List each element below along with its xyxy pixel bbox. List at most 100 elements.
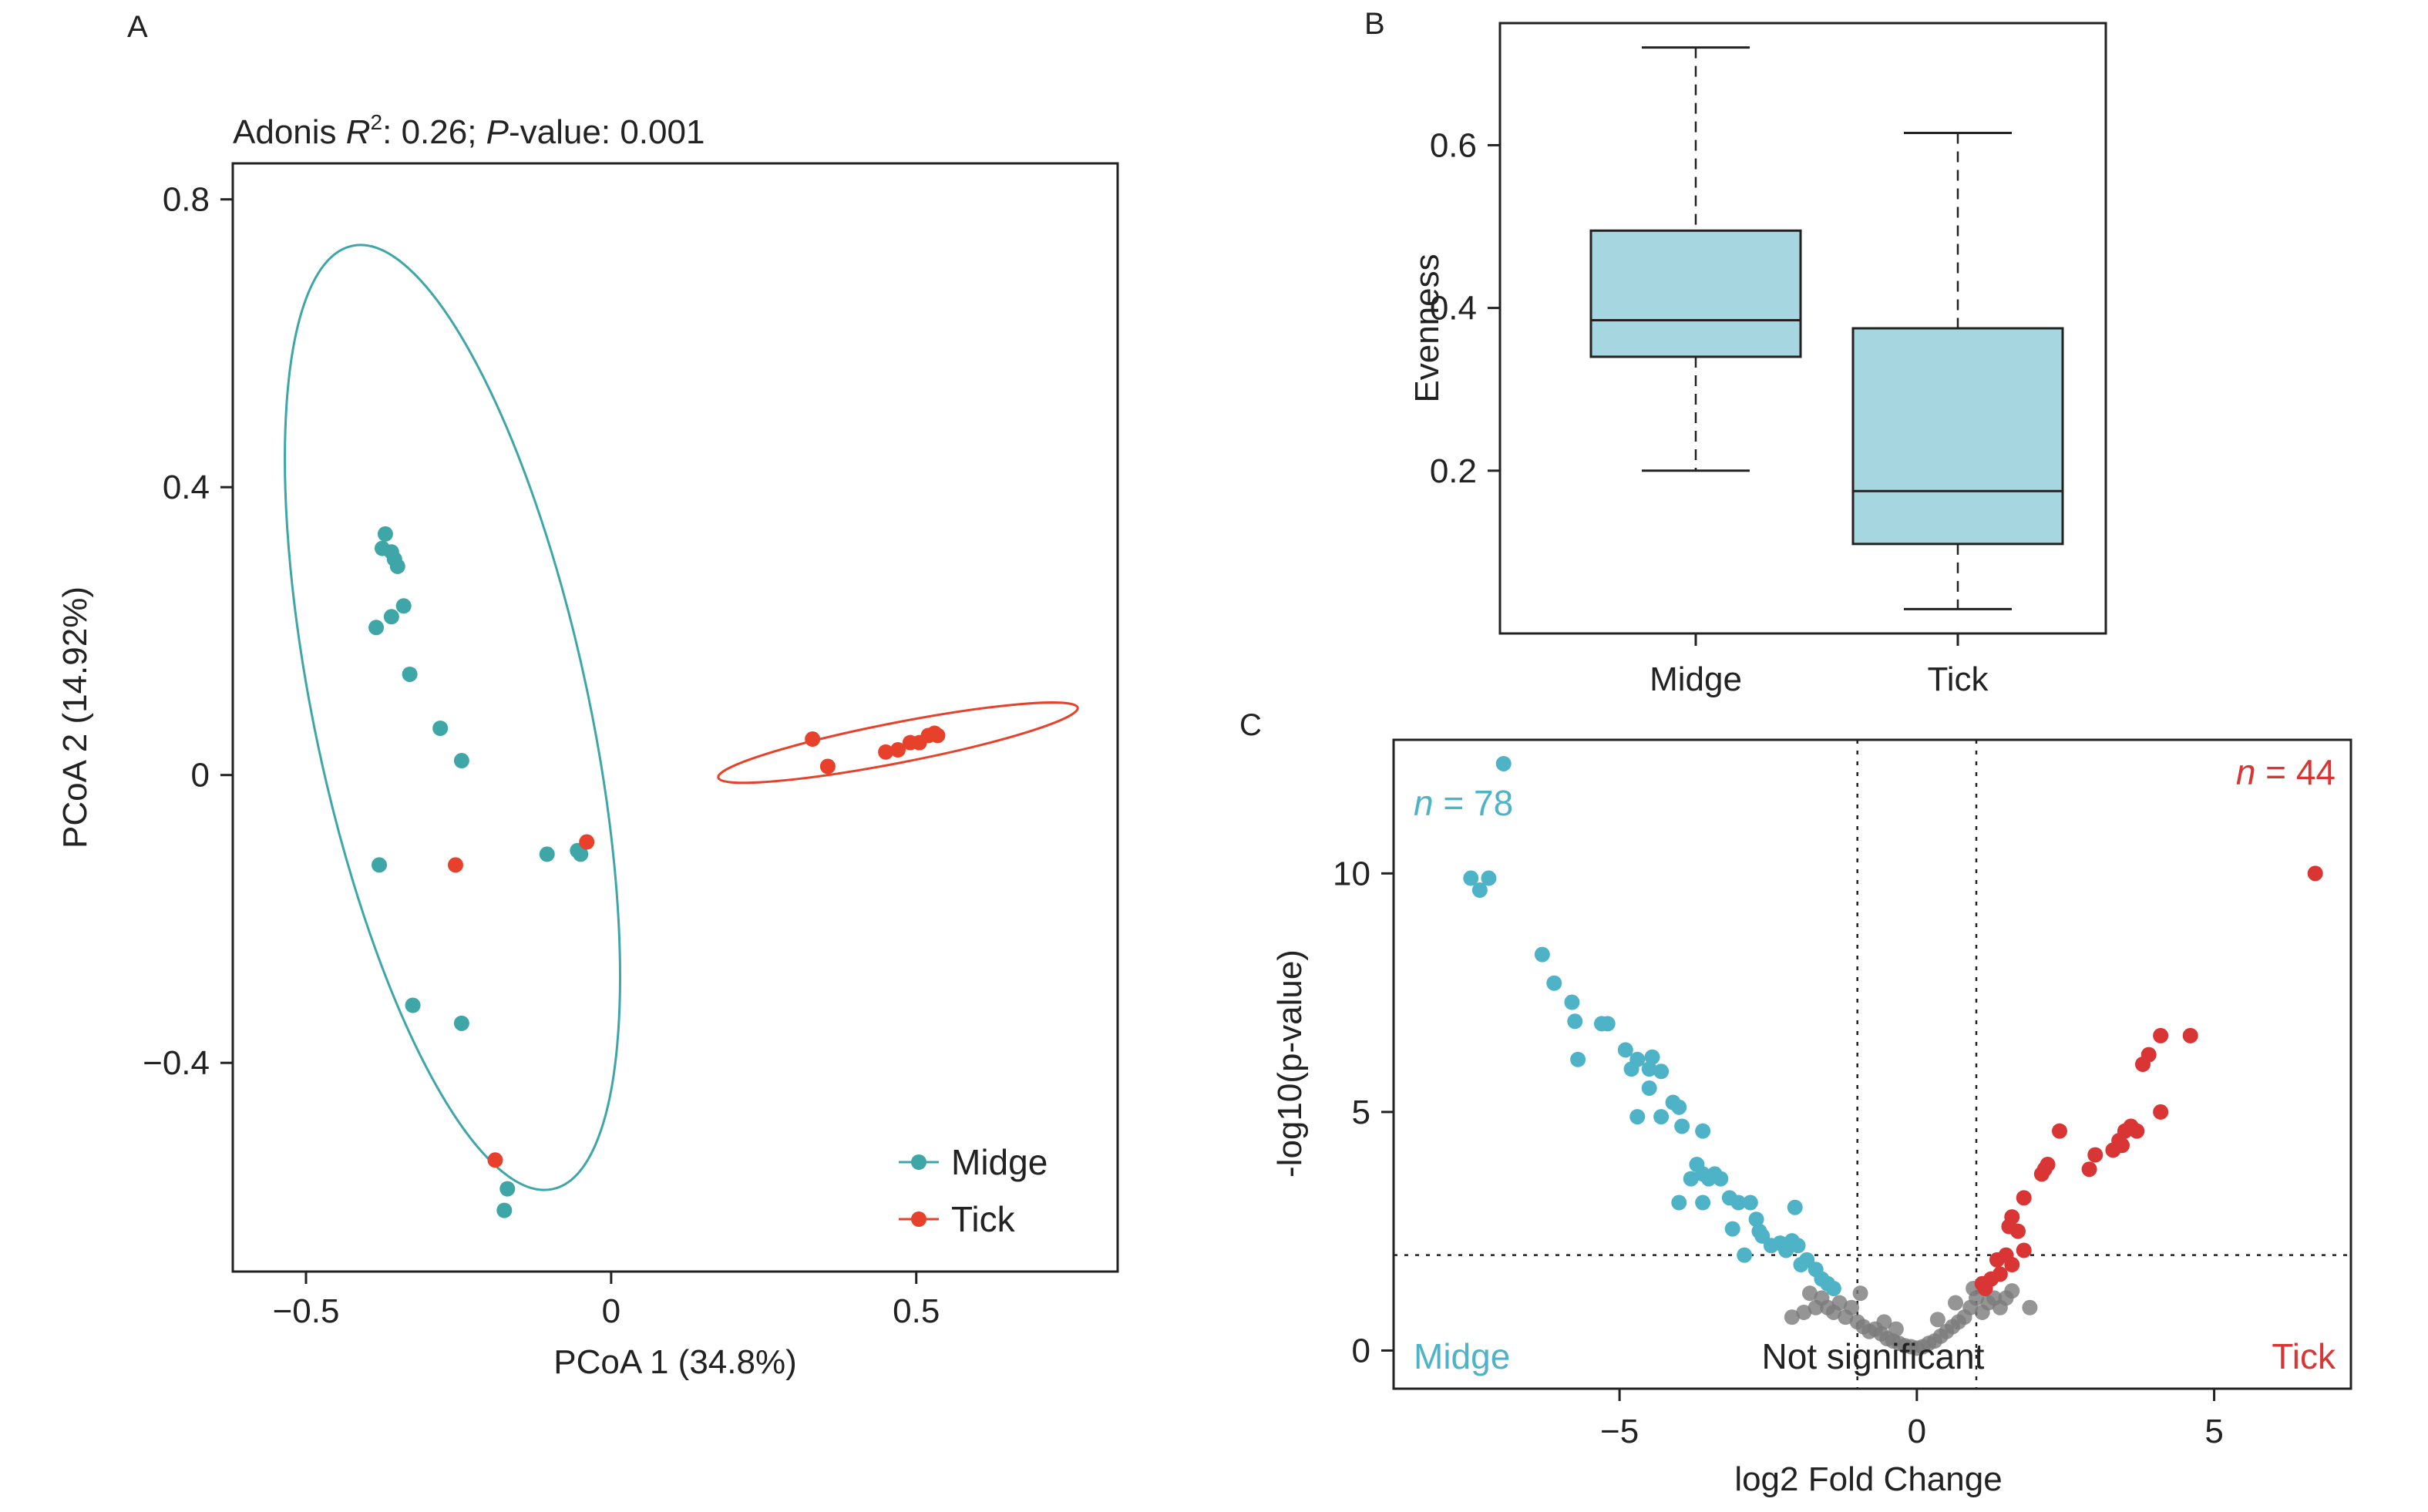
subtitle-p-symbol: P [486,113,509,151]
volcano-point-not-significant [1888,1321,1904,1337]
volcano-point-tick [2129,1123,2145,1139]
volcano-right-label: Tick [2272,1336,2336,1376]
volcano-point-midge [1737,1247,1753,1263]
panel-b-plot-frame [1498,22,2107,635]
category-label-tick: Tick [1927,660,1989,698]
volcano-right-count: n = 44 [2236,752,2336,792]
pcoa-y-axis-title: PCoA 2 (14.92%) [56,586,94,848]
category-label-midge: Midge [1649,660,1742,698]
volcano-point-midge [1564,994,1580,1010]
volcano-left-label: Midge [1414,1336,1510,1376]
volcano-point-midge [1599,1016,1616,1032]
volcano-x-axis-title: log2 Fold Change [1734,1460,2002,1498]
volcano-point-not-significant [2022,1299,2038,1315]
volcano-point-not-significant [1831,1295,1848,1311]
volcano-center-label: Not significant [1762,1336,1985,1376]
panel-a-plot-frame [231,162,1119,1273]
volcano-point-midge [1713,1171,1729,1187]
point-tick [805,731,821,748]
box-tick [1851,327,2064,546]
evenness-boxes [1589,46,2064,610]
pcoa-y-axis: −0.4 0 0.4 0.8 [143,181,233,1082]
volcano-point-midge [1617,1042,1633,1058]
panel-a-letter: A [127,10,148,44]
volcano-point-midge [1787,1199,1803,1215]
volcano-point-tick [2307,865,2323,882]
x-tick-label: 0 [1908,1413,1926,1450]
point-midge [383,609,399,625]
left-count-value: = 78 [1434,783,1514,823]
point-midge [395,598,412,614]
volcano-point-tick [2087,1147,2103,1163]
point-tick [926,725,943,741]
volcano-point-midge [1623,1061,1639,1077]
volcano-point-midge [1567,1013,1583,1030]
panel-b-letter: B [1364,7,1385,41]
volcano-x-axis: −5 0 5 [1600,1389,2224,1450]
volcano-point-midge [1748,1211,1764,1228]
volcano-point-midge [1653,1063,1670,1080]
point-midge [539,846,555,862]
point-tick [447,857,463,873]
subtitle-superscript: 2 [371,110,383,134]
point-midge [432,721,449,737]
pcoa-x-axis-title: PCoA 1 (34.8%) [553,1343,797,1381]
volcano-point-tick [2016,1190,2032,1206]
legend-tick-marker [911,1211,926,1227]
pcoa-ellipses [284,244,1079,1191]
volcano-point-midge [1671,1099,1687,1115]
volcano-point-midge [1700,1171,1717,1187]
evenness-y-axis-title: Evenness [1408,254,1446,402]
panel-a: A Adonis R2: 0.26; P-value: 0.001 −0.5 0 0… [56,10,1119,1381]
right-count-value: = 44 [2255,752,2336,792]
point-tick [579,834,595,850]
pcoa-points [368,526,946,1218]
point-tick [819,758,836,774]
volcano-point-midge [1641,1061,1657,1077]
volcano-point-midge [1730,1194,1747,1211]
legend-tick-label: Tick [951,1199,1016,1239]
panel-b: B Midge Tick 0.2 0.4 0.6 Evenness [1364,7,2107,698]
point-midge [453,1015,469,1031]
volcano-point-tick [2036,1161,2053,1178]
y-tick-label: 10 [1333,855,1370,892]
subtitle-suffix: -value: 0.001 [509,113,705,151]
volcano-point-midge [1641,1080,1657,1096]
volcano-point-midge [1570,1051,1586,1067]
volcano-point-not-significant [1852,1285,1868,1302]
y-tick-label: 0.4 [1430,290,1477,328]
volcano-point-midge [1695,1123,1711,1139]
pcoa-x-axis: −0.5 0 0.5 [273,1272,940,1330]
volcano-point-not-significant [1784,1309,1800,1326]
y-tick-label: 5 [1352,1094,1370,1131]
volcano-threshold-lines [1394,740,2351,1389]
y-tick-label: 0 [1352,1332,1370,1369]
evenness-y-axis: 0.2 0.4 0.6 [1430,126,1500,490]
volcano-point-midge [1471,882,1488,899]
subtitle-r-symbol: R [346,113,371,151]
right-count-n: n [2236,752,2256,792]
volcano-point-midge [1463,870,1479,886]
volcano-point-tick [2016,1242,2032,1258]
point-midge [405,997,421,1013]
confidence-ellipse-tick [717,701,1079,785]
point-tick [878,744,894,760]
volcano-point-tick [1989,1252,2005,1268]
volcano-point-not-significant [1844,1299,1859,1315]
x-tick-label: −0.5 [273,1292,340,1330]
panel-c-plot-frame [1392,738,2352,1390]
volcano-points [1463,755,2323,1356]
point-midge [499,1181,516,1197]
y-tick-label: 0.2 [1430,452,1477,490]
volcano-left-count: n = 78 [1414,783,1513,823]
volcano-point-tick [2153,1027,2169,1043]
subtitle-middle: : 0.26; [382,113,486,151]
volcano-point-tick [2081,1161,2097,1178]
volcano-point-midge [1671,1194,1687,1211]
x-tick-label: 5 [2204,1413,2223,1450]
volcano-point-tick [2182,1027,2198,1043]
box-midge [1589,229,1802,358]
volcano-point-midge [1546,975,1562,991]
x-tick-label: 0 [602,1292,620,1330]
point-midge [496,1202,513,1218]
